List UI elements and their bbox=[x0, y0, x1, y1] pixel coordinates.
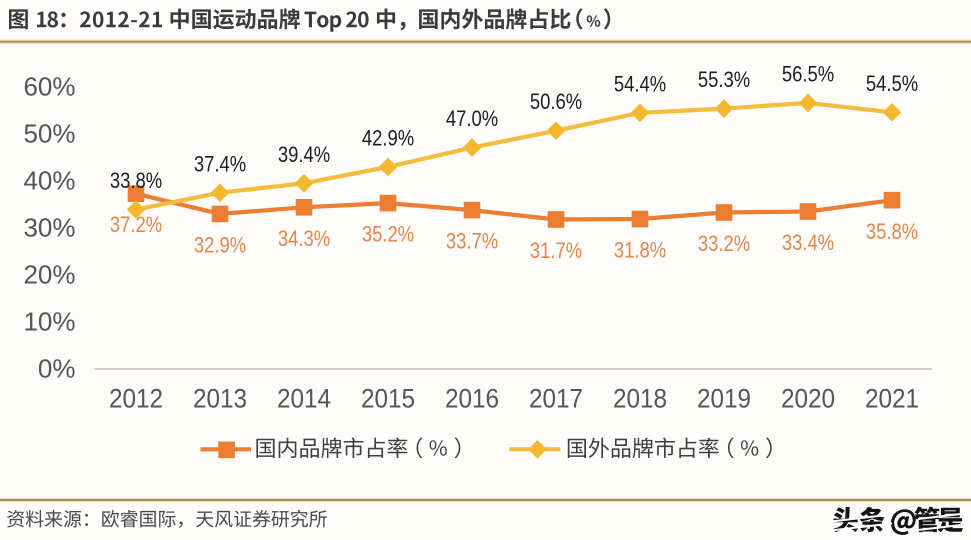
svg-text:54.5%: 54.5% bbox=[866, 72, 918, 96]
svg-text:50.6%: 50.6% bbox=[530, 91, 582, 115]
svg-text:37.4%: 37.4% bbox=[194, 153, 246, 177]
svg-text:47.0%: 47.0% bbox=[446, 108, 498, 132]
svg-text:32.9%: 32.9% bbox=[194, 234, 246, 258]
svg-text:35.8%: 35.8% bbox=[866, 220, 918, 244]
svg-text:55.3%: 55.3% bbox=[698, 69, 750, 93]
svg-text:2013: 2013 bbox=[193, 384, 247, 413]
svg-text:35.2%: 35.2% bbox=[362, 223, 414, 247]
svg-text:33.7%: 33.7% bbox=[446, 230, 498, 254]
svg-text:33.8%: 33.8% bbox=[110, 170, 162, 194]
svg-text:56.5%: 56.5% bbox=[782, 63, 834, 87]
svg-text:2020: 2020 bbox=[781, 384, 835, 413]
svg-text:2012: 2012 bbox=[109, 384, 163, 413]
svg-text:10%: 10% bbox=[23, 307, 75, 337]
svg-text:2018: 2018 bbox=[613, 384, 667, 413]
svg-text:2015: 2015 bbox=[361, 384, 415, 413]
svg-text:33.4%: 33.4% bbox=[782, 232, 834, 256]
svg-text:37.2%: 37.2% bbox=[110, 214, 162, 238]
svg-text:40%: 40% bbox=[23, 166, 75, 196]
svg-text:0%: 0% bbox=[38, 354, 76, 384]
svg-text:2014: 2014 bbox=[277, 384, 331, 413]
svg-text:31.7%: 31.7% bbox=[530, 240, 582, 264]
svg-text:50%: 50% bbox=[23, 119, 75, 149]
svg-text:39.4%: 39.4% bbox=[278, 143, 330, 167]
svg-text:2021: 2021 bbox=[865, 384, 919, 413]
svg-text:2019: 2019 bbox=[697, 384, 751, 413]
svg-text:60%: 60% bbox=[23, 72, 75, 102]
svg-text:33.2%: 33.2% bbox=[698, 233, 750, 257]
svg-text:2017: 2017 bbox=[529, 384, 583, 413]
svg-text:42.9%: 42.9% bbox=[362, 127, 414, 151]
svg-text:30%: 30% bbox=[23, 213, 75, 243]
svg-text:34.3%: 34.3% bbox=[278, 227, 330, 251]
svg-text:54.4%: 54.4% bbox=[614, 73, 666, 97]
svg-text:2016: 2016 bbox=[445, 384, 499, 413]
svg-text:20%: 20% bbox=[23, 260, 75, 290]
svg-text:31.8%: 31.8% bbox=[614, 239, 666, 263]
